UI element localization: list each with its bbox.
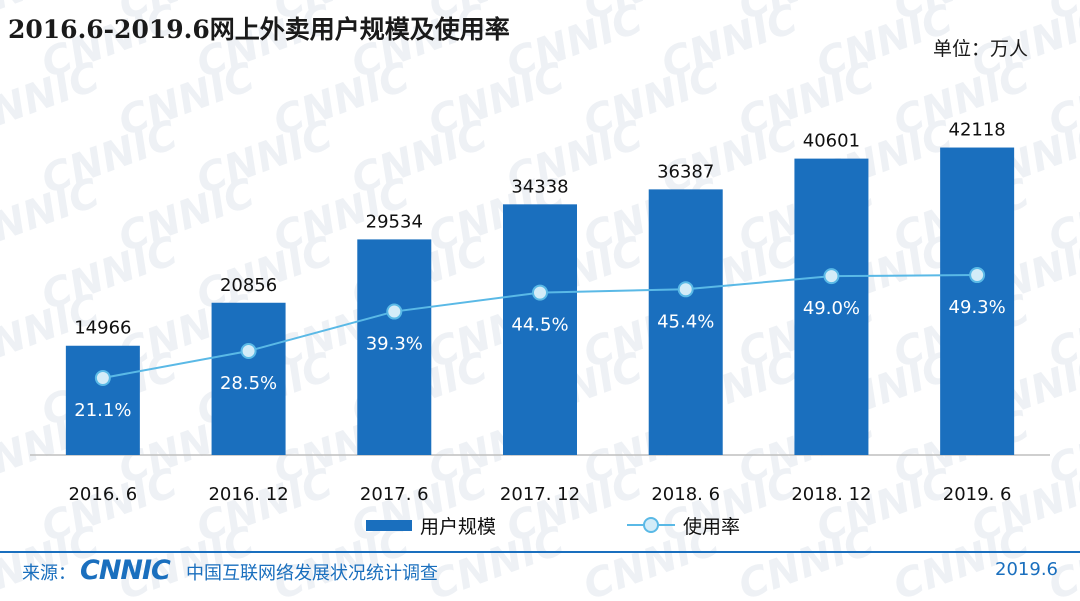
legend-item-bar: 用户规模 xyxy=(366,510,496,540)
legend-bar-swatch xyxy=(366,519,412,531)
x-tick-label: 2017. 12 xyxy=(500,484,580,505)
unit-label: 单位：万人 xyxy=(932,38,1028,60)
x-tick-label: 2019. 6 xyxy=(943,484,1012,505)
line-value-label: 21.1% xyxy=(74,400,131,421)
legend-line-swatch xyxy=(627,517,675,533)
bar-value-label: 34338 xyxy=(511,176,568,197)
line-value-label: 45.4% xyxy=(657,311,714,332)
line-point xyxy=(532,284,548,301)
bar-value-label: 36387 xyxy=(657,161,714,182)
line-point xyxy=(677,281,694,298)
legend: 用户规模 使用率 xyxy=(0,510,1080,540)
line-point xyxy=(823,268,840,285)
footer-divider xyxy=(0,551,1080,553)
line-value-label: 28.5% xyxy=(220,373,277,394)
line-value-label: 49.0% xyxy=(803,298,860,319)
bar xyxy=(940,147,1015,455)
line-value-label: 44.5% xyxy=(511,315,568,336)
line-point xyxy=(969,267,986,284)
x-tick-label: 2018. 6 xyxy=(651,484,720,505)
bar xyxy=(503,204,577,455)
bar xyxy=(211,302,286,455)
bar-line-chart: 14966 2016. 6 20856 2016. 12 29534 2017. 6 343… xyxy=(30,120,1050,505)
bar xyxy=(357,239,432,455)
footer: 来源： CNNIC 中国互联网络发展状况统计调查 2019.6 xyxy=(0,555,1080,595)
line-point xyxy=(240,342,257,359)
organization-name: 中国互联网络发展状况统计调查 xyxy=(186,563,438,584)
line-value-label: 39.3% xyxy=(366,334,423,355)
legend-line-label: 使用率 xyxy=(683,515,741,538)
bar-value-label: 42118 xyxy=(949,120,1006,141)
bar xyxy=(65,345,140,455)
bar xyxy=(648,189,723,456)
bar-value-label: 20856 xyxy=(220,275,277,296)
line-value-label: 49.3% xyxy=(949,297,1006,318)
report-date: 2019.6 xyxy=(995,559,1058,580)
cnnic-logo: CNNIC xyxy=(80,555,171,586)
line-point xyxy=(386,303,403,320)
bar-value-label: 40601 xyxy=(803,131,860,152)
bar xyxy=(794,158,869,455)
x-tick-label: 2016. 12 xyxy=(208,484,288,505)
line-point xyxy=(94,369,111,386)
x-tick-label: 2016. 6 xyxy=(68,484,137,505)
bar-value-label: 14966 xyxy=(74,318,131,339)
bar-value-label: 29534 xyxy=(366,211,423,232)
legend-item-line: 使用率 xyxy=(627,510,740,540)
x-tick-label: 2018. 12 xyxy=(791,484,871,505)
legend-bar-label: 用户规模 xyxy=(420,515,497,538)
source-label: 来源： xyxy=(22,563,76,584)
chart-title: 2016.6-2019.6网上外卖用户规模及使用率 xyxy=(8,15,510,44)
x-tick-label: 2017. 6 xyxy=(360,484,429,505)
